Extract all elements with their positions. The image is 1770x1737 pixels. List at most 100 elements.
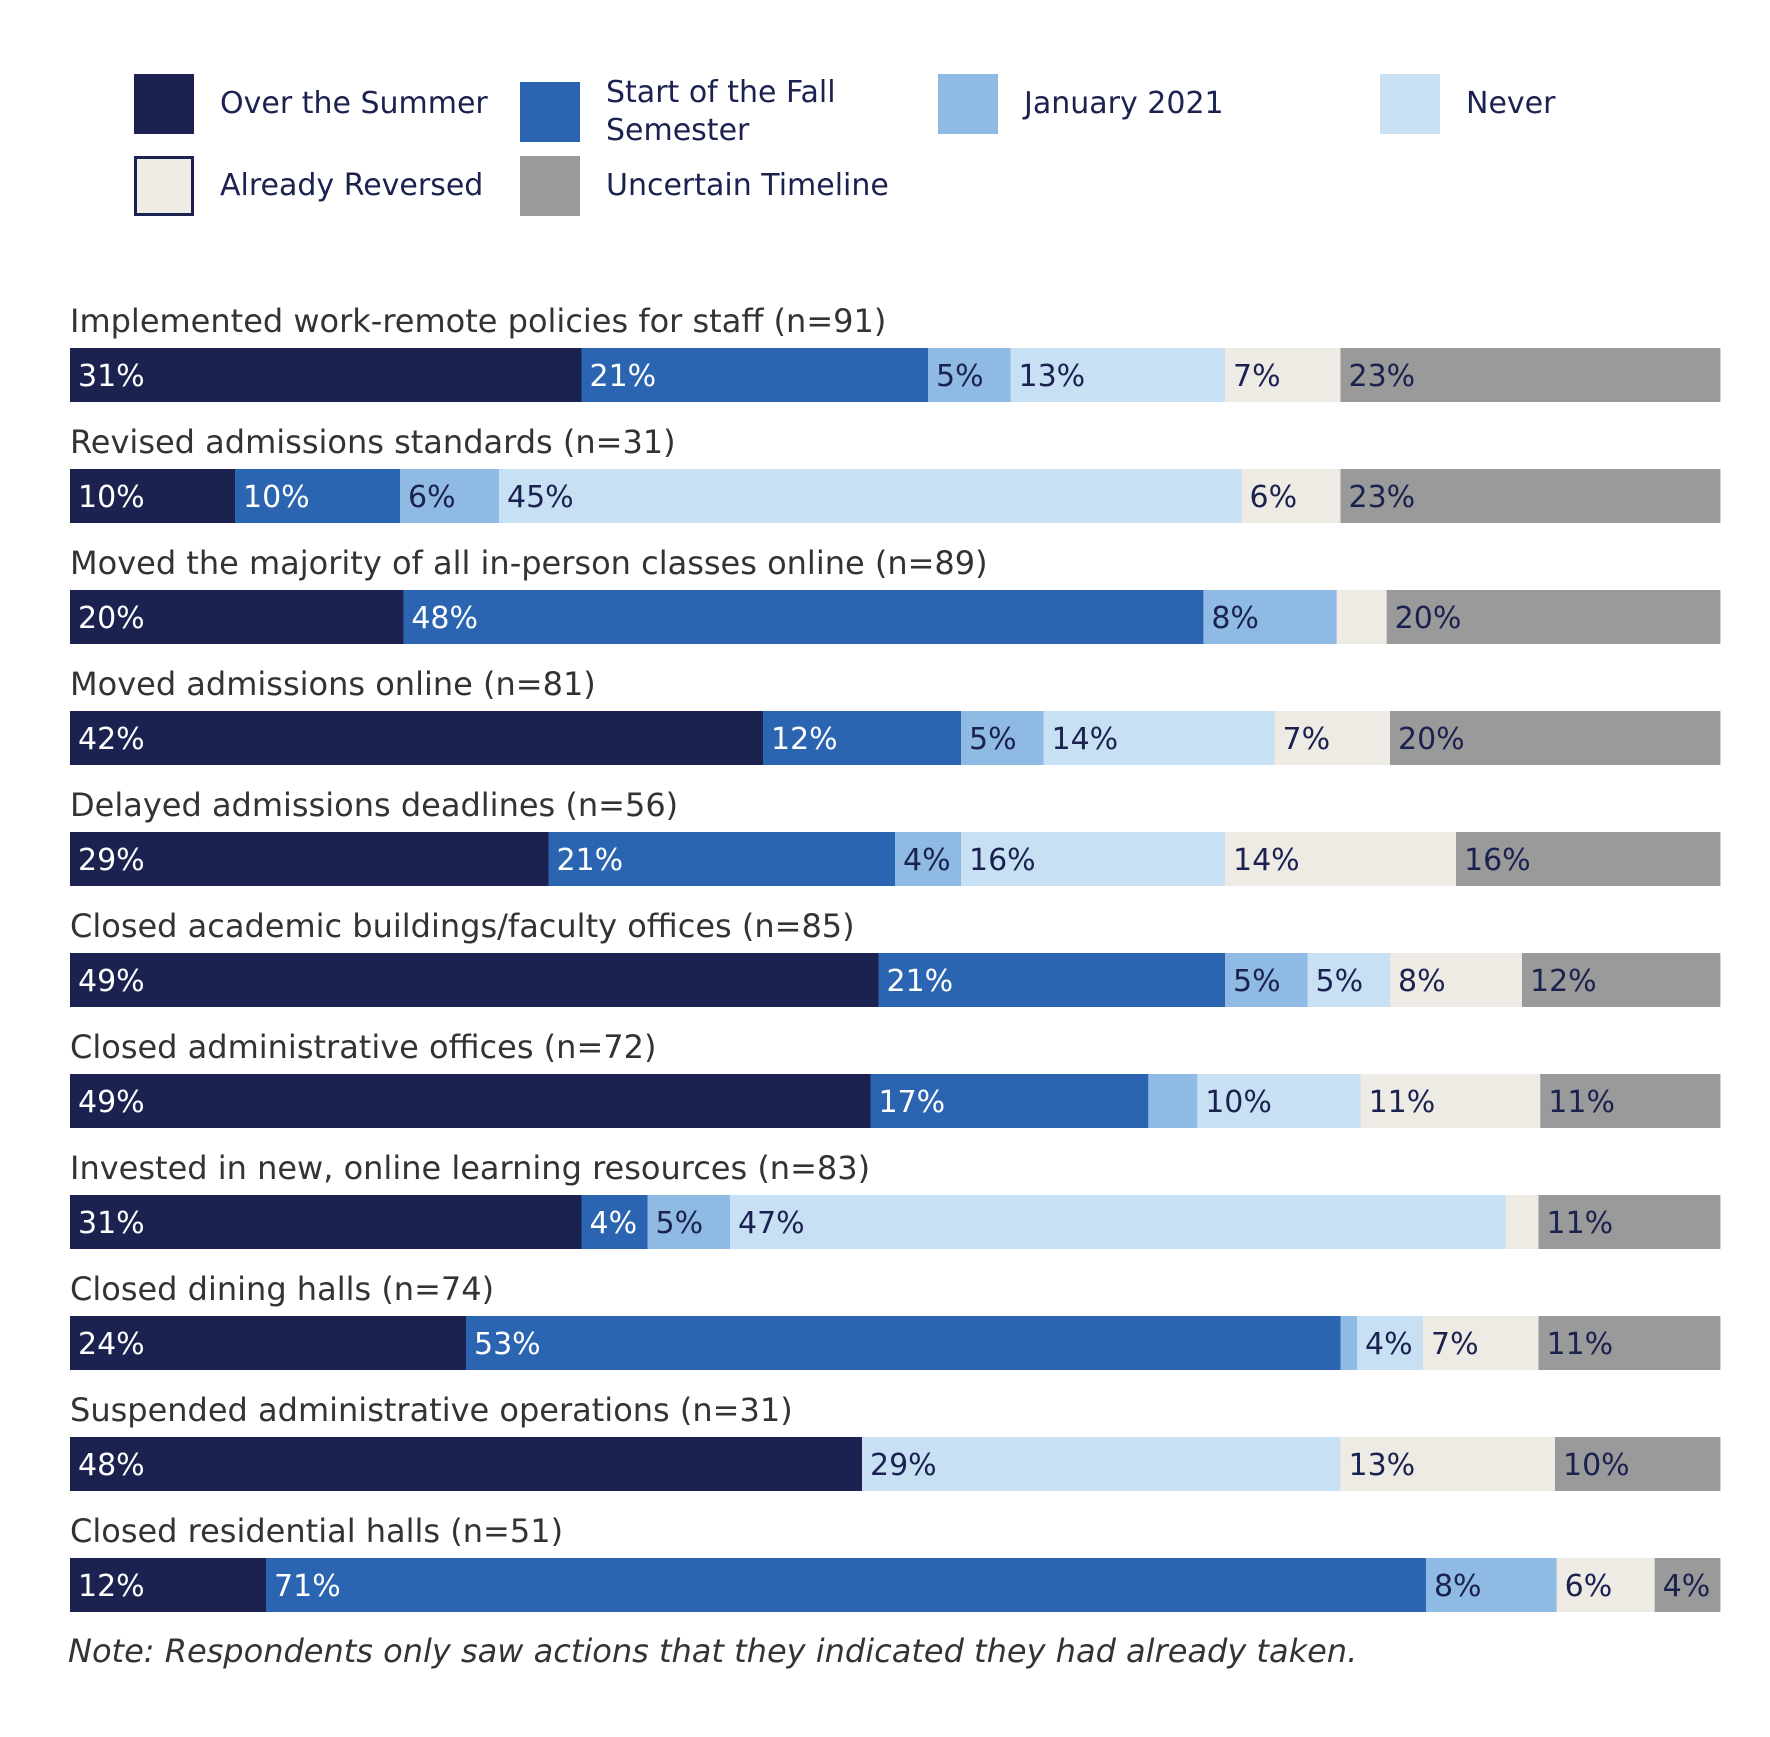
bar-segment-already-reversed <box>1360 1074 1541 1128</box>
data-label: 4% <box>1365 1327 1413 1362</box>
bar-segment-uncertain-timeline <box>1654 1558 1721 1612</box>
bar-segment-uncertain-timeline <box>1340 469 1721 523</box>
bar-segment-never <box>1043 711 1275 765</box>
chart-note: Note: Respondents only saw actions that … <box>68 1632 1358 1670</box>
bar-segment-uncertain-timeline <box>1456 832 1721 886</box>
legend-swatch-uncertain-timeline <box>520 156 580 216</box>
bar-segment-over-the-summer <box>70 953 879 1007</box>
bar-segment-already-reversed <box>1340 1437 1556 1491</box>
bar-segment-over-the-summer <box>70 1558 267 1612</box>
data-label: 31% <box>78 1206 145 1241</box>
data-label: 14% <box>1233 843 1300 878</box>
bar-segment-over-the-summer <box>70 469 236 523</box>
bar-segment-never <box>499 469 1242 523</box>
data-label: 12% <box>771 722 838 757</box>
data-label: 10% <box>78 480 145 515</box>
data-label: 48% <box>78 1448 145 1483</box>
data-label: 11% <box>1547 1206 1614 1241</box>
bar-segment-already-reversed <box>1225 348 1341 402</box>
data-label: 48% <box>411 601 478 636</box>
category-label: Revised admissions standards (n=31) <box>70 423 676 461</box>
data-label: 21% <box>887 964 954 999</box>
data-label: 23% <box>1349 480 1416 515</box>
category-label: Closed administrative offices (n=72) <box>70 1028 656 1066</box>
bar-segment-january-2021 <box>1340 1316 1358 1370</box>
data-label: 11% <box>1369 1085 1436 1120</box>
data-label: 10% <box>243 480 310 515</box>
bar-segment-uncertain-timeline <box>1555 1437 1721 1491</box>
bar-group-8: Invested in new, online learning resourc… <box>70 1149 1721 1249</box>
data-label: 12% <box>78 1569 145 1604</box>
data-label: 6% <box>1565 1569 1613 1604</box>
bar-segment-never <box>961 832 1226 886</box>
data-label: 31% <box>78 359 145 394</box>
legend-item-over-the-summer: Over the Summer <box>134 74 488 134</box>
legend-label: January 2021 <box>1024 86 1224 121</box>
category-label: Implemented work-remote policies for sta… <box>70 302 886 340</box>
bar-segment-over-the-summer <box>70 348 582 402</box>
bar-segment-uncertain-timeline <box>1538 1316 1721 1370</box>
legend-swatch-never <box>1380 74 1440 134</box>
category-label: Suspended administrative operations (n=3… <box>70 1391 793 1429</box>
bar-segment-never <box>1357 1316 1424 1370</box>
bar-segment-already-reversed <box>1390 953 1523 1007</box>
data-label: 8% <box>1434 1569 1482 1604</box>
bar-segment-already-reversed <box>1274 711 1391 765</box>
data-label: 6% <box>1250 480 1298 515</box>
bar-segment-already-reversed <box>1505 1195 1539 1249</box>
legend-swatch-over-the-summer <box>134 74 194 134</box>
data-label: 42% <box>78 722 145 757</box>
bar-segment-uncertain-timeline <box>1522 953 1721 1007</box>
bar-group-5: Delayed admissions deadlines (n=56) 29% 21… <box>70 786 1721 886</box>
data-label: 24% <box>78 1327 145 1362</box>
bar-segment-january-2021 <box>895 832 962 886</box>
category-label: Invested in new, online learning resourc… <box>70 1149 870 1187</box>
bar-group-7: Closed administrative offices (n=72) 49% 1… <box>70 1028 1721 1128</box>
bar-segment-never <box>1197 1074 1361 1128</box>
bar-group-2: Revised admissions standards (n=31) 10% 10… <box>70 423 1721 523</box>
data-label: 47% <box>738 1206 805 1241</box>
data-label: 20% <box>1398 722 1465 757</box>
data-label: 17% <box>879 1085 946 1120</box>
data-label: 11% <box>1548 1085 1615 1120</box>
bar-segment-uncertain-timeline <box>1540 1074 1721 1128</box>
data-label: 7% <box>1283 722 1331 757</box>
bar-segment-never <box>1307 953 1391 1007</box>
data-label: 8% <box>1211 601 1259 636</box>
data-label: 16% <box>969 843 1036 878</box>
data-label: 20% <box>78 601 145 636</box>
bar-segment-already-reversed <box>1423 1316 1539 1370</box>
legend-swatch-january-2021 <box>938 74 998 134</box>
data-label: 5% <box>936 359 984 394</box>
bar-segment-already-reversed <box>1225 832 1457 886</box>
bar-segment-january-2021 <box>928 348 1011 402</box>
data-label: 10% <box>1205 1085 1272 1120</box>
bar-segment-start-of-the-fall-semester <box>548 832 896 886</box>
category-label: Closed dining halls (n=74) <box>70 1270 494 1308</box>
bar-segment-january-2021 <box>961 711 1044 765</box>
data-label: 20% <box>1395 601 1462 636</box>
bar-segment-over-the-summer <box>70 711 764 765</box>
legend-item-january-2021: January 2021 <box>938 74 1224 134</box>
bar-group-1: Implemented work-remote policies for sta… <box>70 302 1721 402</box>
bar-segment-january-2021 <box>1225 953 1308 1007</box>
legend-label: Over the Summer <box>220 86 488 121</box>
bar-segment-already-reversed <box>1241 469 1341 523</box>
data-label: 6% <box>408 480 456 515</box>
data-label: 11% <box>1547 1327 1614 1362</box>
data-label: 5% <box>1233 964 1281 999</box>
bar-segment-already-reversed <box>1556 1558 1656 1612</box>
legend-label: Start of the Fall Semester <box>606 75 836 148</box>
legend: Over the Summer Start of the Fall Semest… <box>0 0 1770 250</box>
bar-segment-over-the-summer <box>70 1437 863 1491</box>
legend-swatch-already-reversed <box>134 156 194 216</box>
data-label: 16% <box>1464 843 1531 878</box>
data-label: 7% <box>1431 1327 1479 1362</box>
legend-item-already-reversed: Already Reversed <box>134 156 483 216</box>
bar-segment-over-the-summer <box>70 1195 582 1249</box>
data-label: 14% <box>1052 722 1119 757</box>
bar-segment-start-of-the-fall-semester <box>763 711 962 765</box>
bar-segment-january-2021 <box>647 1195 731 1249</box>
data-label: 12% <box>1530 964 1597 999</box>
legend-label: Already Reversed <box>220 168 484 203</box>
